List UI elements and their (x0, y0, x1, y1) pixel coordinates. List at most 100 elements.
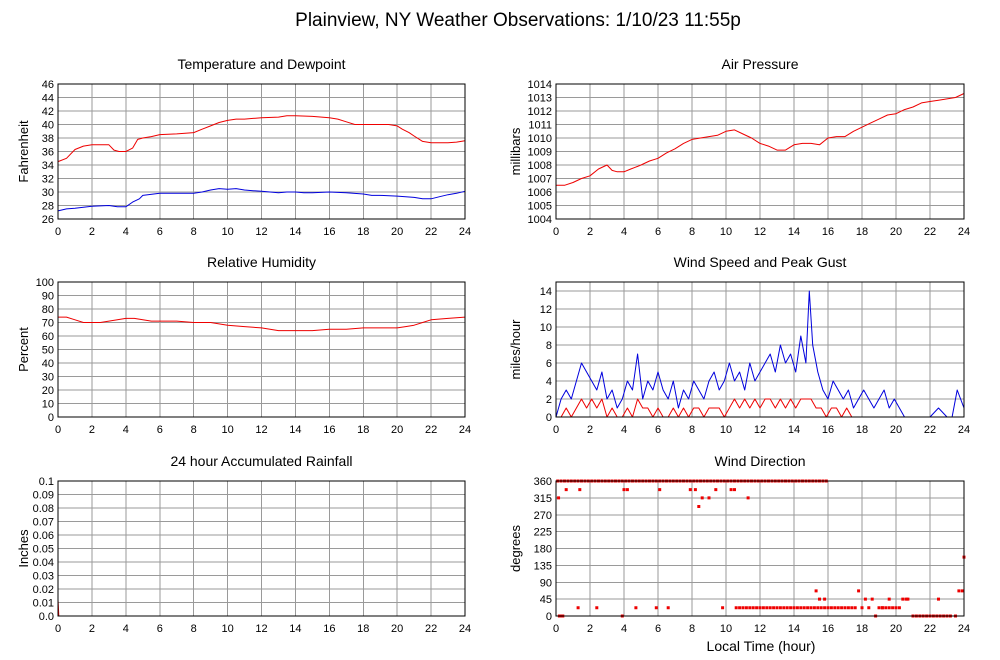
data-point (937, 597, 940, 601)
series-line (57, 115, 466, 163)
data-point (960, 589, 964, 593)
y-tick-label: 1011 (528, 120, 552, 132)
data-point (802, 606, 806, 610)
data-point (578, 488, 582, 492)
data-point (795, 606, 799, 610)
y-tick-label: 0.09 (33, 490, 54, 502)
y-tick-label: 1012 (528, 106, 552, 118)
y-tick-label: 12 (540, 304, 552, 316)
data-point (843, 606, 847, 610)
data-point (860, 606, 864, 610)
x-tick-label: 0 (553, 623, 559, 635)
y-tick-label: 0 (546, 412, 552, 424)
y-tick-label: 20 (42, 385, 54, 397)
data-point (697, 505, 701, 508)
x-tick-label: 18 (357, 623, 369, 635)
x-tick-label: 22 (425, 424, 437, 436)
data-point (823, 597, 827, 601)
y-tick-label: 8 (546, 340, 552, 352)
x-tick-label: 16 (822, 424, 834, 436)
data-point (557, 496, 561, 500)
x-tick-label: 14 (788, 424, 800, 436)
data-point (761, 606, 765, 610)
x-tick-label: 0 (553, 226, 559, 238)
x-tick-label: 8 (191, 623, 197, 635)
data-point (707, 496, 711, 500)
y-tick-label: 2 (546, 394, 552, 406)
x-tick-label: 10 (221, 424, 233, 436)
y-tick-label: 26 (42, 214, 54, 226)
data-point (748, 606, 752, 610)
data-point (789, 606, 793, 610)
data-point (688, 488, 692, 492)
y-tick-label: 1009 (528, 147, 552, 159)
page-title: Plainview, NY Weather Observations: 1/10… (295, 10, 741, 31)
data-point (870, 597, 874, 601)
data-point (863, 597, 867, 601)
x-tick-label: 6 (157, 226, 163, 238)
x-tick-label: 2 (587, 424, 593, 436)
y-tick-label: 45 (540, 594, 552, 606)
y-tick-label: 0.07 (33, 517, 54, 529)
x-tick-label: 4 (123, 623, 129, 635)
chart-title: Relative Humidity (207, 254, 316, 270)
y-tick-label: 225 (534, 527, 552, 539)
data-point (846, 606, 850, 610)
data-point (957, 589, 961, 593)
data-point (772, 606, 776, 610)
data-point (654, 606, 658, 610)
y-tick-label: 0.01 (33, 598, 54, 610)
x-tick-label: 22 (924, 623, 936, 635)
data-point (894, 606, 898, 610)
series-line (58, 316, 466, 332)
y-tick-label: 44 (42, 93, 54, 105)
y-tick-label: 1013 (528, 93, 552, 105)
data-point (901, 597, 905, 601)
data-point (595, 606, 599, 610)
data-point (741, 606, 745, 610)
data-point (744, 606, 748, 610)
x-tick-label: 16 (323, 226, 335, 238)
x-tick-label: 18 (856, 623, 868, 635)
data-point (658, 488, 662, 492)
data-point (818, 597, 821, 601)
y-tick-label: 0.05 (33, 544, 54, 556)
data-point (857, 589, 861, 593)
data-point (836, 606, 840, 610)
y-tick-label: 90 (42, 291, 54, 303)
data-point (826, 606, 830, 610)
y-tick-label: 180 (534, 544, 552, 556)
y-tick-label: 0.1 (39, 476, 54, 488)
data-point (768, 606, 772, 610)
y-tick-label: 0.0 (39, 611, 54, 623)
x-tick-label: 12 (255, 424, 267, 436)
x-tick-label: 4 (621, 226, 627, 238)
x-tick-label: 2 (587, 623, 593, 635)
y-tick-label: 50 (42, 345, 54, 357)
data-point (721, 606, 725, 610)
x-tick-label: 2 (89, 424, 95, 436)
data-point (891, 606, 895, 610)
x-tick-label: 22 (425, 623, 437, 635)
x-tick-label: 6 (655, 226, 661, 238)
data-point (746, 496, 750, 500)
y-tick-label: 40 (42, 120, 54, 132)
data-point (755, 606, 759, 610)
y-tick-label: 10 (540, 322, 552, 334)
data-point (782, 606, 786, 610)
x-tick-label: 24 (958, 623, 970, 635)
y-axis-label: miles/hour (508, 319, 523, 380)
y-tick-label: 36 (42, 147, 54, 159)
x-tick-label: 8 (689, 226, 695, 238)
x-tick-label: 10 (720, 226, 732, 238)
x-tick-label: 12 (754, 623, 766, 635)
y-tick-label: 135 (534, 560, 552, 572)
plot-frame (555, 480, 965, 617)
data-point (751, 606, 755, 610)
x-tick-label: 18 (357, 226, 369, 238)
x-tick-label: 16 (822, 226, 834, 238)
chart-title: 24 hour Accumulated Rainfall (170, 453, 352, 469)
data-point (733, 488, 736, 492)
y-tick-label: 14 (540, 286, 552, 298)
